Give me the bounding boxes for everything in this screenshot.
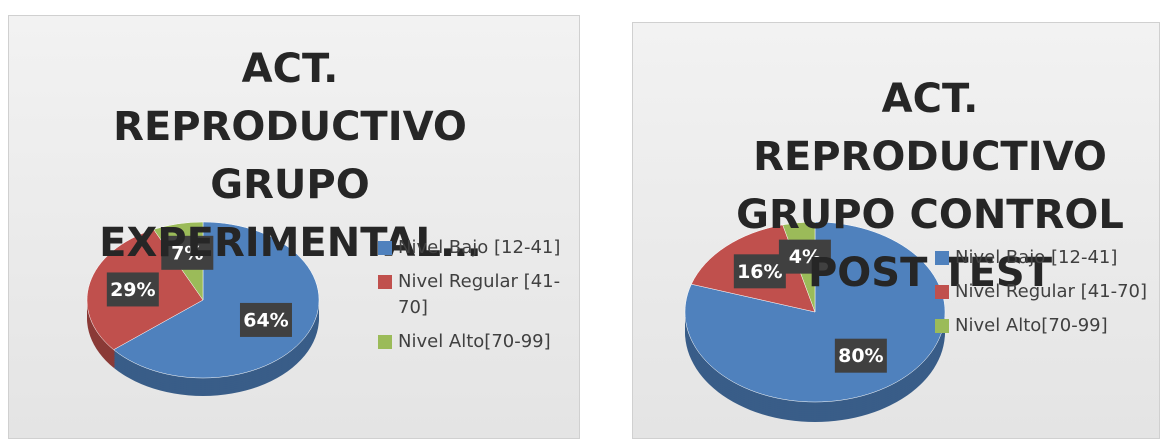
legend-label: Nivel Regular [41-70]	[398, 271, 561, 318]
data-label: 4%	[778, 239, 831, 274]
legend-swatch	[378, 275, 392, 289]
data-label: 80%	[834, 338, 887, 373]
legend-item: Nivel Regular [41-70]	[378, 269, 563, 321]
data-label-box	[239, 302, 292, 337]
chart-panel	[8, 15, 580, 439]
legend-item: Nivel Regular [41-70]	[935, 279, 1155, 305]
data-label-text: 4%	[789, 246, 821, 268]
data-label-box	[106, 272, 159, 307]
legend-item: Nivel Bajo [12-41]	[935, 245, 1155, 271]
data-label: 29%	[106, 272, 159, 307]
legend-swatch	[935, 285, 949, 299]
slice	[113, 221, 320, 379]
legend-item: Nivel Alto[70-99]	[935, 313, 1155, 339]
data-label: 64%	[239, 302, 292, 337]
data-label: 7%	[161, 235, 214, 270]
legend-swatch	[935, 251, 949, 265]
legend-swatch	[935, 319, 949, 333]
legend: Nivel Bajo [12-41] Nivel Regular [41-70] N…	[935, 245, 1155, 347]
data-label-box	[161, 235, 214, 270]
data-label-text: 16%	[737, 261, 782, 283]
data-label-box	[834, 338, 887, 373]
data-label: 16%	[733, 254, 786, 289]
data-label-text: 7%	[171, 242, 203, 264]
data-label-text: 64%	[243, 309, 288, 331]
legend-label: Nivel Alto[70-99]	[955, 315, 1108, 336]
chart-title: ACT. REPRODUCTIVO GRUPO CONTROL POST TES…	[736, 76, 1124, 296]
data-label-box	[733, 254, 786, 289]
data-label-text: 80%	[838, 345, 883, 367]
legend-label: Nivel Alto[70-99]	[398, 331, 551, 352]
legend-item: Nivel Bajo [12-41]	[378, 235, 563, 261]
chart-title: ACT. REPRODUCTIVO GRUPO EXPERIMENTAL…	[99, 46, 481, 266]
legend: Nivel Bajo [12-41] Nivel Regular [41-70] N…	[378, 235, 563, 363]
data-label-box	[778, 239, 831, 274]
legend-label: Nivel Bajo [12-41]	[398, 237, 561, 258]
legend-item: Nivel Alto[70-99]	[378, 329, 563, 355]
legend-swatch	[378, 241, 392, 255]
legend-label: Nivel Bajo [12-41]	[955, 247, 1118, 268]
legend-label: Nivel Regular [41-70]	[955, 281, 1148, 302]
data-label-text: 29%	[110, 279, 155, 301]
legend-swatch	[378, 335, 392, 349]
